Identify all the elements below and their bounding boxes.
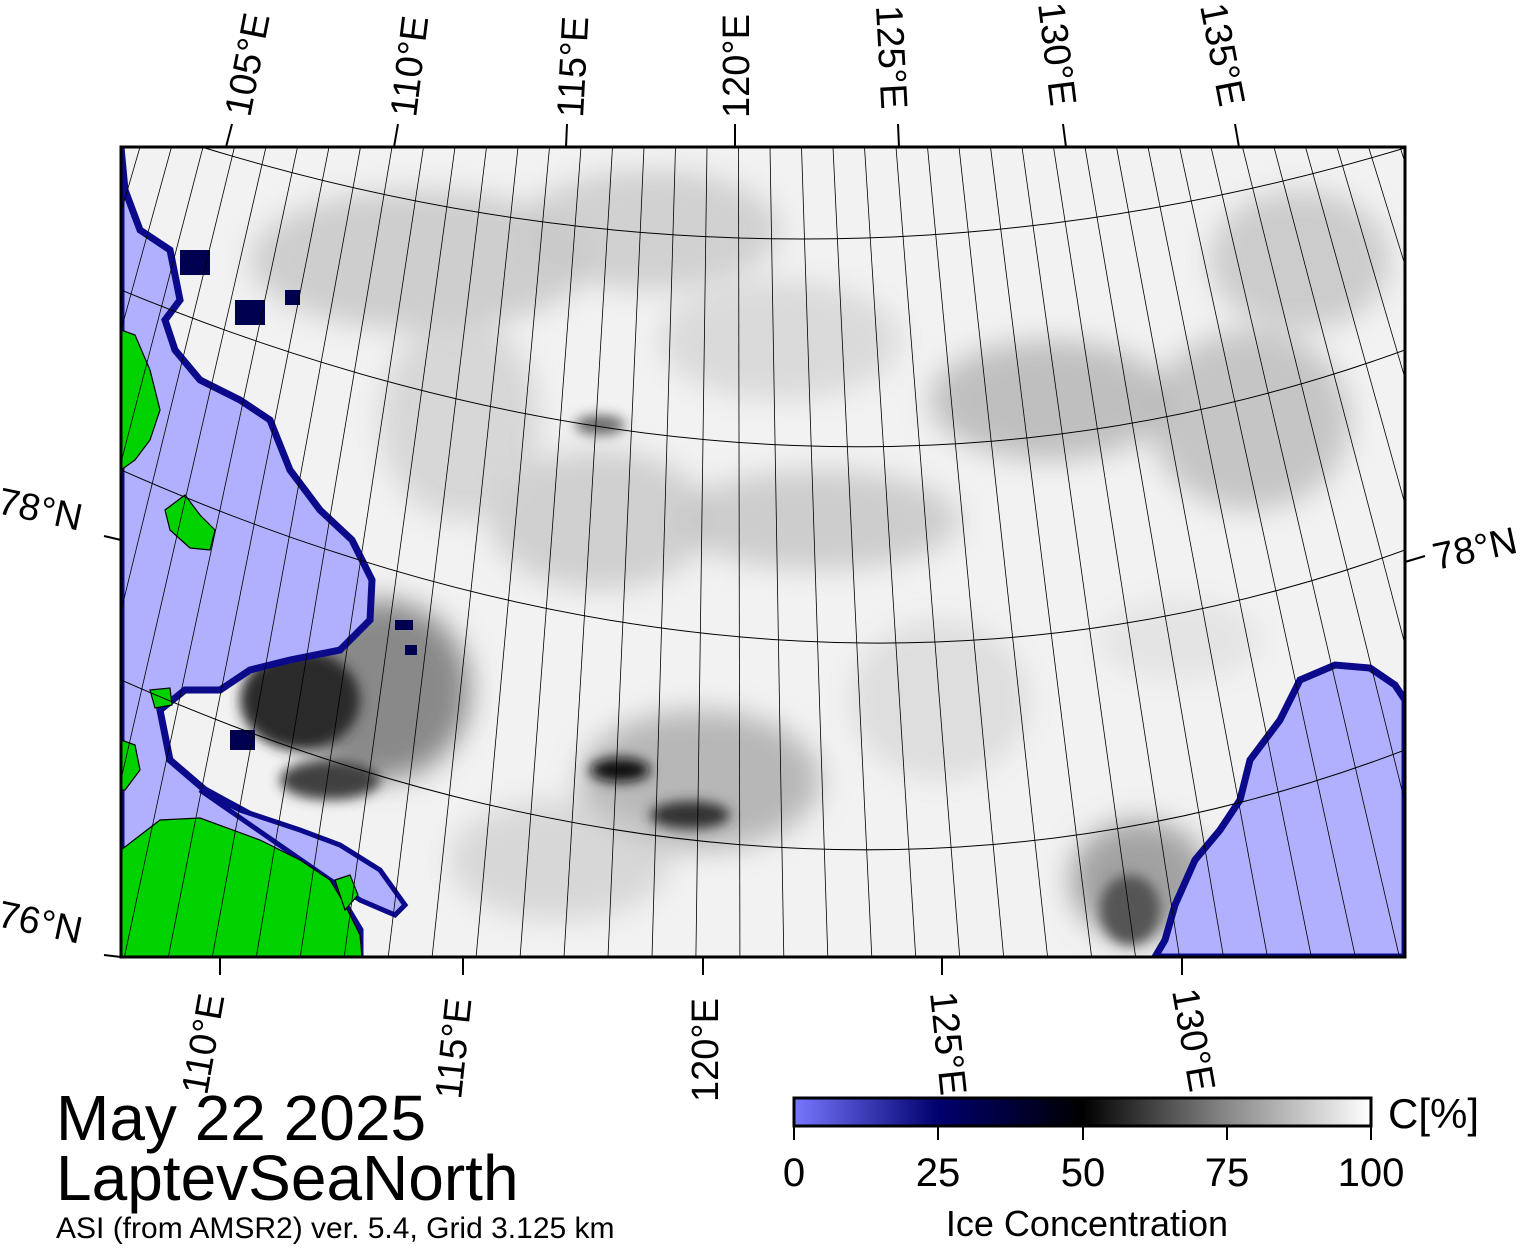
meridian-line bbox=[121, 147, 204, 465]
land-island-small-1 bbox=[149, 687, 173, 709]
bottom-lon-label-120: 120°E bbox=[685, 998, 727, 1102]
low-concentration-patches bbox=[240, 415, 1160, 945]
meridian-line bbox=[121, 147, 172, 332]
product-info: ASI (from AMSR2) ver. 5.4, Grid 3.125 km bbox=[56, 1212, 615, 1245]
meridian-line bbox=[927, 147, 1005, 957]
right-lat-label-78: 78°N bbox=[1429, 520, 1521, 579]
land-island-north bbox=[121, 329, 161, 471]
meridian-line bbox=[519, 147, 582, 957]
meridian-line bbox=[695, 147, 708, 957]
colorbar-tick-50: 50 bbox=[1061, 1151, 1106, 1195]
top-lon-label-105: 105°E bbox=[218, 10, 279, 120]
meridian-line bbox=[255, 147, 393, 957]
meridian-lines bbox=[121, 147, 1405, 957]
meridian-line bbox=[343, 147, 456, 957]
colorbar: 0 25 50 75 100 C[%] Ice Concentration bbox=[783, 1090, 1479, 1244]
meridian-line bbox=[895, 147, 961, 957]
top-lon-label-120: 120°E bbox=[716, 14, 758, 118]
meridian-line bbox=[651, 147, 676, 957]
meridian-line bbox=[990, 147, 1092, 957]
meridian-line bbox=[299, 147, 424, 957]
meridian-line bbox=[211, 147, 361, 957]
top-longitude-labels: 105°E 110°E 115°E 120°E 125°E 130°E 135°… bbox=[218, 0, 1253, 120]
colorbar-tick-25: 25 bbox=[916, 1151, 961, 1195]
meridian-line bbox=[1242, 147, 1405, 805]
map-frame bbox=[119, 145, 1407, 959]
meridian-line bbox=[864, 147, 917, 957]
colorbar-tick-labels: 0 25 50 75 100 bbox=[783, 1151, 1405, 1195]
meridian-line bbox=[1305, 147, 1405, 506]
left-lat-label-76: 76°N bbox=[0, 894, 86, 953]
meridian-line bbox=[1147, 147, 1312, 957]
colorbar-tick-100: 100 bbox=[1338, 1151, 1405, 1195]
meridian-line bbox=[1336, 147, 1405, 380]
open-water-east bbox=[1150, 661, 1405, 957]
meridian-line bbox=[1021, 147, 1136, 957]
left-lat-label-78: 78°N bbox=[0, 481, 86, 540]
meridian-line bbox=[607, 147, 645, 957]
map-date: May 22 2025 bbox=[56, 1082, 427, 1154]
top-lon-label-115: 115°E bbox=[550, 15, 597, 118]
bottom-lon-label-125: 125°E bbox=[921, 990, 974, 1098]
meridian-line bbox=[121, 147, 267, 782]
top-lon-label-125: 125°E bbox=[867, 4, 914, 110]
meridian-line bbox=[769, 147, 785, 957]
land-taymyr bbox=[121, 817, 363, 957]
meridian-line bbox=[1116, 147, 1268, 957]
meridian-line bbox=[167, 147, 330, 957]
top-lon-label-110: 110°E bbox=[383, 14, 437, 119]
meridian-line bbox=[121, 147, 141, 214]
coastal-low-ice bbox=[180, 250, 417, 750]
land-island-small-2 bbox=[121, 739, 141, 791]
meridian-line bbox=[387, 147, 487, 957]
meridian-line bbox=[801, 147, 829, 957]
meridian-line bbox=[1179, 147, 1356, 957]
region-name: LaptevSeaNorth bbox=[56, 1142, 519, 1214]
meridian-line bbox=[1084, 147, 1224, 957]
meridian-line bbox=[832, 147, 873, 957]
meridian-line bbox=[563, 147, 613, 957]
meridian-line bbox=[1210, 147, 1400, 957]
meridian-line bbox=[738, 147, 741, 957]
meridian-line bbox=[1053, 147, 1180, 957]
meridian-line bbox=[475, 147, 550, 957]
meridian-line bbox=[1273, 147, 1405, 647]
colorbar-unit: C[%] bbox=[1388, 1090, 1479, 1137]
colorbar-tick-0: 0 bbox=[783, 1151, 805, 1195]
axis-ticks bbox=[103, 123, 1426, 975]
colorbar-title: Ice Concentration bbox=[946, 1203, 1228, 1244]
meridian-line bbox=[958, 147, 1048, 957]
meridian-line bbox=[121, 147, 235, 614]
colorbar-ticks bbox=[793, 1126, 1372, 1140]
bottom-lon-label-130: 130°E bbox=[1163, 985, 1222, 1095]
land-island-small-3 bbox=[334, 874, 359, 912]
top-lon-label-135: 135°E bbox=[1191, 0, 1252, 110]
colorbar-gradient bbox=[792, 1096, 1373, 1128]
bottom-lon-label-115: 115°E bbox=[428, 996, 480, 1101]
map-field bbox=[121, 147, 1405, 957]
meridian-line bbox=[431, 147, 519, 957]
meridian-line bbox=[124, 147, 298, 957]
top-lon-label-130: 130°E bbox=[1029, 0, 1083, 108]
colorbar-tick-75: 75 bbox=[1205, 1151, 1250, 1195]
